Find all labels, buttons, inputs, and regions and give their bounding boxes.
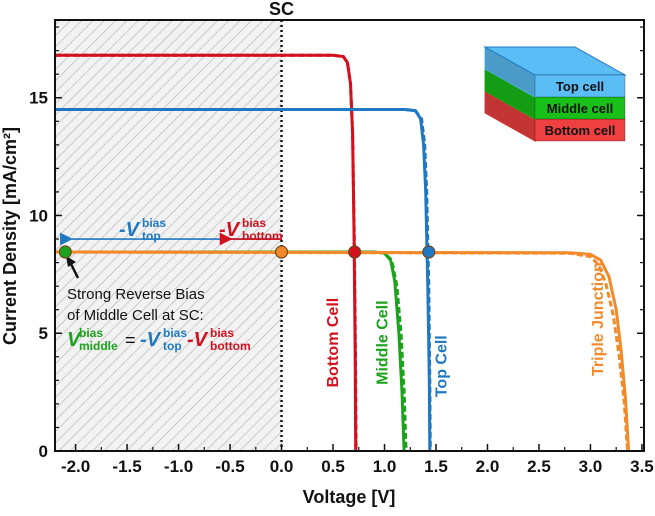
v_top_bias-sup: bias <box>142 216 166 230</box>
series-label: Bottom Cell <box>325 298 342 388</box>
v_bottom_bias-prefix: -V <box>219 219 241 241</box>
x-tick-label: 1.0 <box>373 457 397 476</box>
triple-junction-solid-curve <box>54 250 631 452</box>
layer-label: Top cell <box>556 79 604 94</box>
v_bottom_bias-sup: bias <box>242 216 266 230</box>
v_bottom_bias-sub: bottom <box>242 229 283 243</box>
top-cell-solid-curve <box>55 108 432 452</box>
shaded-region <box>55 20 282 451</box>
series-label: Top Cell <box>433 335 450 397</box>
v_top_bias-sub: top <box>142 229 161 243</box>
x-tick-label: -1.0 <box>164 457 193 476</box>
intersection-marker <box>274 245 289 259</box>
x-axis-label: Voltage [V] <box>303 487 396 507</box>
x-tick-label: 3.5 <box>630 457 654 476</box>
intersection-marker <box>58 245 72 259</box>
layer-side-shade <box>485 91 535 141</box>
note-line-1: Strong Reverse Bias <box>67 286 205 303</box>
x-tick-label: 2.0 <box>476 457 500 476</box>
v_middle_bias-prefix: V <box>67 329 82 351</box>
cell-stack-legend: Bottom cell Middle cell Top cell <box>483 46 627 142</box>
x-tick-label: 0.0 <box>270 457 294 476</box>
x-tick-label: -0.5 <box>215 457 244 476</box>
v_top_bias-prefix: -V <box>140 329 162 351</box>
v_bottom_bias-sub: bottom <box>210 339 251 353</box>
v_top_bias-sup: bias <box>163 326 187 340</box>
v_middle_bias-sup: bias <box>79 326 103 340</box>
y-tick-label: 0 <box>39 442 48 461</box>
x-tick-label: 2.5 <box>527 457 551 476</box>
x-tick-label: 3.0 <box>579 457 603 476</box>
triple-junction-dashed-curve <box>54 250 629 452</box>
y-axis-label: Current Density [mA/cm²] <box>0 127 20 345</box>
note-line-2: of Middle Cell at SC: <box>67 307 204 324</box>
intersection-marker <box>348 245 362 259</box>
bottom-cell-solid-curve <box>55 53 358 452</box>
v_middle_bias-sub: middle <box>79 339 118 353</box>
v_top_bias-sub: top <box>163 339 182 353</box>
y-tick-label: 10 <box>29 206 48 225</box>
layer-front <box>534 74 626 98</box>
v_top_bias-prefix: -V <box>119 219 141 241</box>
sc-label: SC <box>269 0 294 19</box>
plot-frame <box>54 19 645 452</box>
layer-label: Middle cell <box>547 101 613 116</box>
series-label: Middle Cell <box>375 300 392 384</box>
pointer-arrowhead <box>66 256 76 267</box>
layer-label: Bottom cell <box>545 123 616 138</box>
x-tick-label: -2.0 <box>61 457 90 476</box>
x-tick-label: 1.5 <box>424 457 448 476</box>
v_bottom_bias-prefix: -V <box>187 329 209 351</box>
x-tick-label: 0.5 <box>321 457 345 476</box>
x-tick-label: -1.5 <box>112 457 141 476</box>
equals-sign: = <box>125 330 136 350</box>
layer-side-shade <box>485 47 535 97</box>
intersection-marker <box>422 245 436 259</box>
series-label: Triple Junction <box>590 262 607 376</box>
y-tick-label: 5 <box>39 324 48 343</box>
v_bottom_bias-sup: bias <box>210 326 234 340</box>
y-tick-label: 15 <box>29 89 48 108</box>
layer-side-shade <box>485 69 535 119</box>
